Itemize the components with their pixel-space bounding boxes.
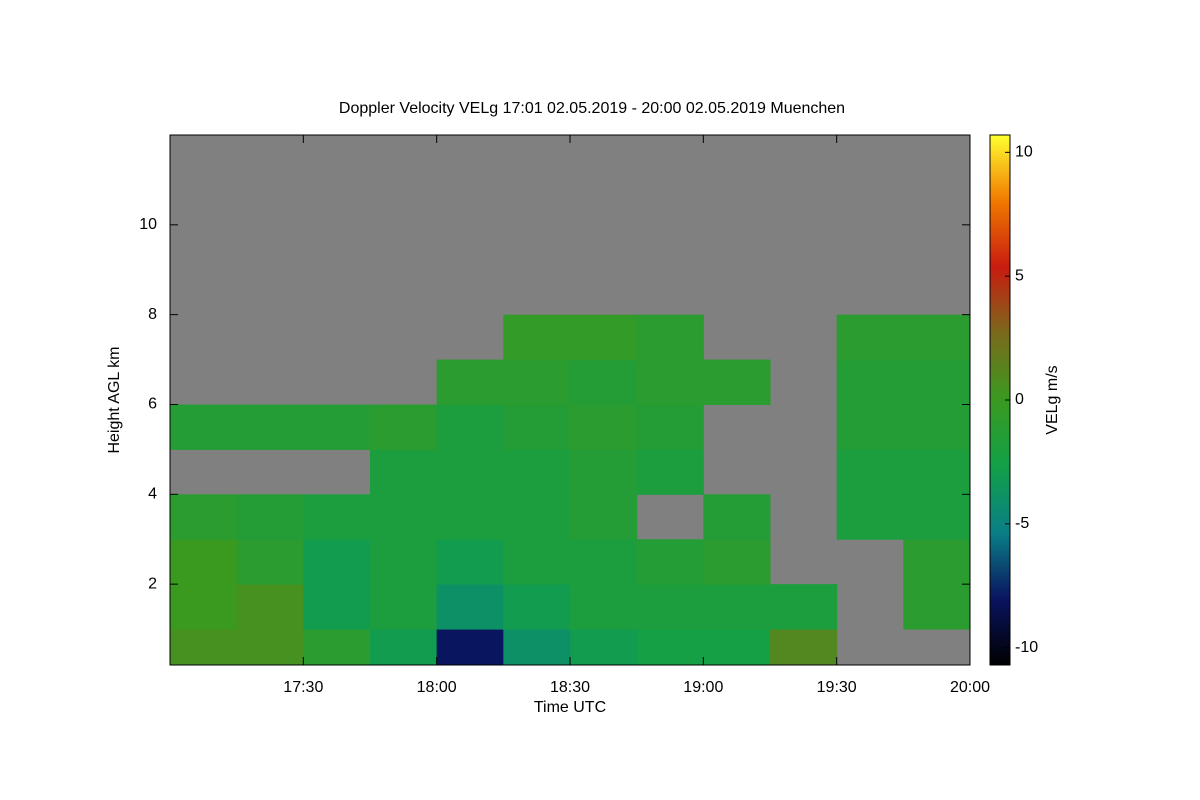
heatmap-cell	[636, 449, 704, 495]
heatmap-cell	[703, 584, 771, 630]
heatmap-cell	[570, 629, 638, 665]
heatmap-cell	[636, 359, 704, 405]
x-tick-label: 17:30	[283, 679, 323, 696]
heatmap-cell	[770, 629, 838, 665]
heatmap-cell	[503, 314, 571, 361]
heatmap-cell	[436, 629, 504, 665]
heatmap-cell	[903, 359, 970, 405]
heatmap-cell	[570, 359, 638, 405]
heatmap-cell	[636, 404, 704, 450]
y-tick-label: 10	[139, 216, 157, 233]
heatmap-cell	[436, 359, 504, 405]
heatmap-cell	[236, 539, 304, 585]
heatmap-cell	[370, 584, 438, 630]
heatmap-cell	[836, 494, 904, 540]
heatmap-cell	[570, 449, 638, 495]
heatmap-cell	[903, 449, 970, 495]
x-tick-label: 19:00	[683, 679, 723, 696]
heatmap-cell	[903, 584, 970, 630]
heatmap-cell	[303, 629, 371, 665]
heatmap-cell	[503, 494, 571, 540]
colorbar-label: VELg m/s	[1044, 365, 1061, 434]
heatmap-cell	[436, 404, 504, 450]
y-axis-label: Height AGL km	[106, 346, 123, 453]
heatmap-cell	[836, 314, 904, 361]
heatmap-cell	[836, 404, 904, 450]
heatmap-cell	[170, 629, 238, 665]
heatmap-cell	[503, 539, 571, 585]
colorbar-tick-label: -5	[1015, 515, 1029, 532]
heatmap-cell	[903, 404, 970, 450]
heatmap-cell	[436, 494, 504, 540]
heatmap-cell	[636, 539, 704, 585]
y-tick-label: 2	[148, 575, 157, 592]
heatmap-cell	[770, 584, 838, 630]
colorbar-tick-label: -10	[1015, 639, 1038, 656]
heatmap-cell	[703, 494, 771, 540]
heatmap-cell	[503, 584, 571, 630]
heatmap-cell	[903, 494, 970, 540]
heatmap-cell	[370, 449, 438, 495]
heatmap-cell	[436, 449, 504, 495]
heatmap-cell	[570, 584, 638, 630]
heatmap-cell	[703, 629, 771, 665]
y-tick-label: 8	[148, 306, 157, 323]
heatmap-cell	[570, 494, 638, 540]
heatmap-cell	[170, 404, 238, 450]
heatmap-cell	[170, 584, 238, 630]
colorbar-tick-label: 0	[1015, 391, 1024, 408]
heatmap-cell	[236, 584, 304, 630]
heatmap-cell	[436, 584, 504, 630]
heatmap-cell	[503, 449, 571, 495]
heatmap-cell	[170, 539, 238, 585]
heatmap-cell	[570, 404, 638, 450]
colorbar-tick-label: 10	[1015, 144, 1033, 161]
heatmap-cell	[503, 629, 571, 665]
heatmap-cell	[636, 584, 704, 630]
heatmap-cell	[303, 494, 371, 540]
heatmap-cell	[570, 314, 638, 361]
heatmap-cell	[703, 359, 771, 405]
x-tick-label: 19:30	[817, 679, 857, 696]
heatmap-cell	[370, 539, 438, 585]
x-tick-label: 18:30	[550, 679, 590, 696]
heatmap-cell	[170, 494, 238, 540]
y-tick-label: 6	[148, 396, 157, 413]
heatmap-cell	[636, 314, 704, 361]
heatmap-cell	[436, 539, 504, 585]
heatmap-cell	[370, 404, 438, 450]
colorbar-tick-label: 5	[1015, 267, 1024, 284]
heatmap-cell	[370, 629, 438, 665]
heatmap-cell	[836, 359, 904, 405]
heatmap-cell	[303, 584, 371, 630]
y-tick-label: 4	[148, 486, 157, 503]
heatmap-cell	[903, 539, 970, 585]
x-tick-label: 18:00	[417, 679, 457, 696]
heatmap-cell	[236, 629, 304, 665]
heatmap-cell	[570, 539, 638, 585]
heatmap-cell	[836, 449, 904, 495]
heatmap-cell	[236, 494, 304, 540]
heatmap-cell	[636, 629, 704, 665]
heatmap-cell	[236, 404, 304, 450]
heatmap-cell	[903, 314, 970, 361]
heatmap	[170, 314, 970, 665]
x-axis-label: Time UTC	[534, 699, 606, 716]
heatmap-cell	[370, 494, 438, 540]
heatmap-cell	[503, 359, 571, 405]
chart-title: Doppler Velocity VELg 17:01 02.05.2019 -…	[339, 100, 845, 117]
heatmap-cell	[503, 404, 571, 450]
heatmap-cell	[703, 539, 771, 585]
heatmap-cell	[303, 404, 371, 450]
heatmap-cell	[303, 539, 371, 585]
x-tick-label: 20:00	[950, 679, 990, 696]
